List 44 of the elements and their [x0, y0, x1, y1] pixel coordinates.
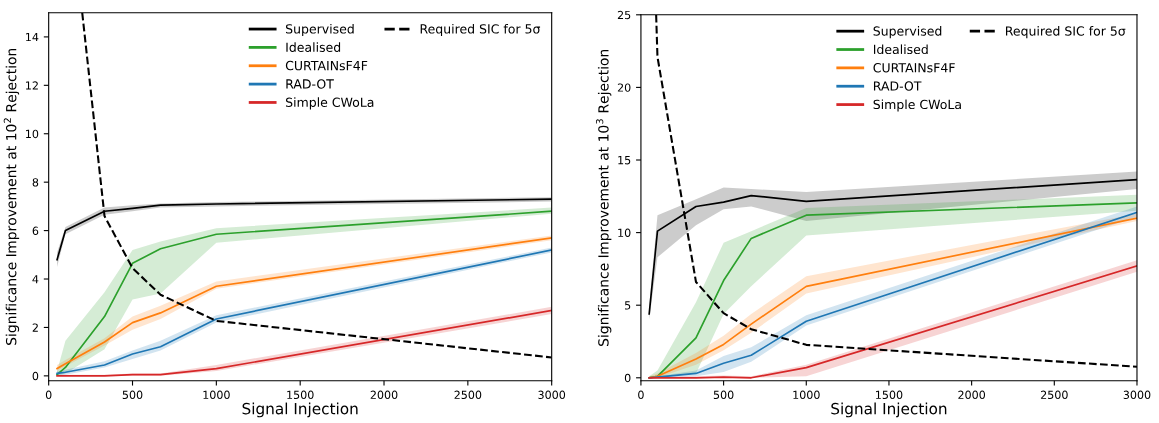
- y-tick-label: 12: [26, 81, 38, 90]
- y-tick-label: 25: [617, 10, 631, 20]
- y-tick-label: 0: [624, 373, 631, 383]
- x-tick-label: 1500: [287, 390, 314, 400]
- legend-label: Idealised: [286, 42, 341, 52]
- x-tick-label: 3000: [538, 390, 566, 400]
- legend-label: Simple CWoLa: [285, 97, 374, 110]
- x-axis-title: Signal Injection: [831, 402, 947, 418]
- x-tick-label: 2500: [1040, 390, 1068, 400]
- y-axis-title: Significance Improvement at 10$^{2}$ Rejection: [3, 48, 20, 345]
- x-tick-label: 0: [638, 390, 644, 400]
- y-tick-label: 0: [32, 371, 39, 381]
- x-tick-label: 3000: [1123, 390, 1151, 400]
- legend-label: RAD-OT: [873, 81, 922, 91]
- legend-label: Supervised: [285, 23, 354, 37]
- legend-label: Idealised: [873, 44, 928, 55]
- y-tick-label: 20: [617, 83, 631, 92]
- x-tick-label: 1000: [793, 390, 820, 400]
- y-tick-label: 6: [32, 226, 39, 235]
- y-tick-label: 2: [32, 323, 38, 332]
- legend-label: Required SIC for 5σ: [1005, 26, 1126, 39]
- x-axis-title: Signal Injection: [242, 402, 358, 418]
- legend-label: CURTAINsF4F: [285, 60, 368, 71]
- legend-label: CURTAINsF4F: [873, 62, 955, 73]
- y-axis-title: Significance Improvement at 10$^{3}$ Rejection: [595, 49, 612, 346]
- y-tick-label: 8: [32, 178, 39, 187]
- x-tick-label: 0: [45, 390, 52, 400]
- x-tick-label: 500: [122, 390, 143, 400]
- x-tick-label: 2000: [370, 390, 398, 400]
- y-tick-label: 10: [618, 228, 631, 237]
- y-tick-label: 15: [618, 156, 631, 165]
- x-tick-label: 2000: [958, 390, 986, 400]
- legend-label: RAD-OT: [286, 79, 334, 89]
- y-tick-label: 14: [26, 33, 39, 42]
- legend-label: Required SIC for 5σ: [420, 23, 541, 37]
- x-tick-label: 500: [713, 390, 734, 400]
- y-tick-label: 5: [624, 301, 631, 310]
- legend-label: Simple CWoLa: [873, 99, 961, 112]
- x-tick-label: 2500: [454, 390, 482, 400]
- legend-label: Supervised: [873, 26, 942, 39]
- x-tick-label: 1000: [203, 390, 230, 400]
- y-tick-label: 10: [26, 129, 39, 139]
- y-tick-label: 4: [32, 275, 39, 284]
- x-tick-label: 1500: [876, 390, 903, 400]
